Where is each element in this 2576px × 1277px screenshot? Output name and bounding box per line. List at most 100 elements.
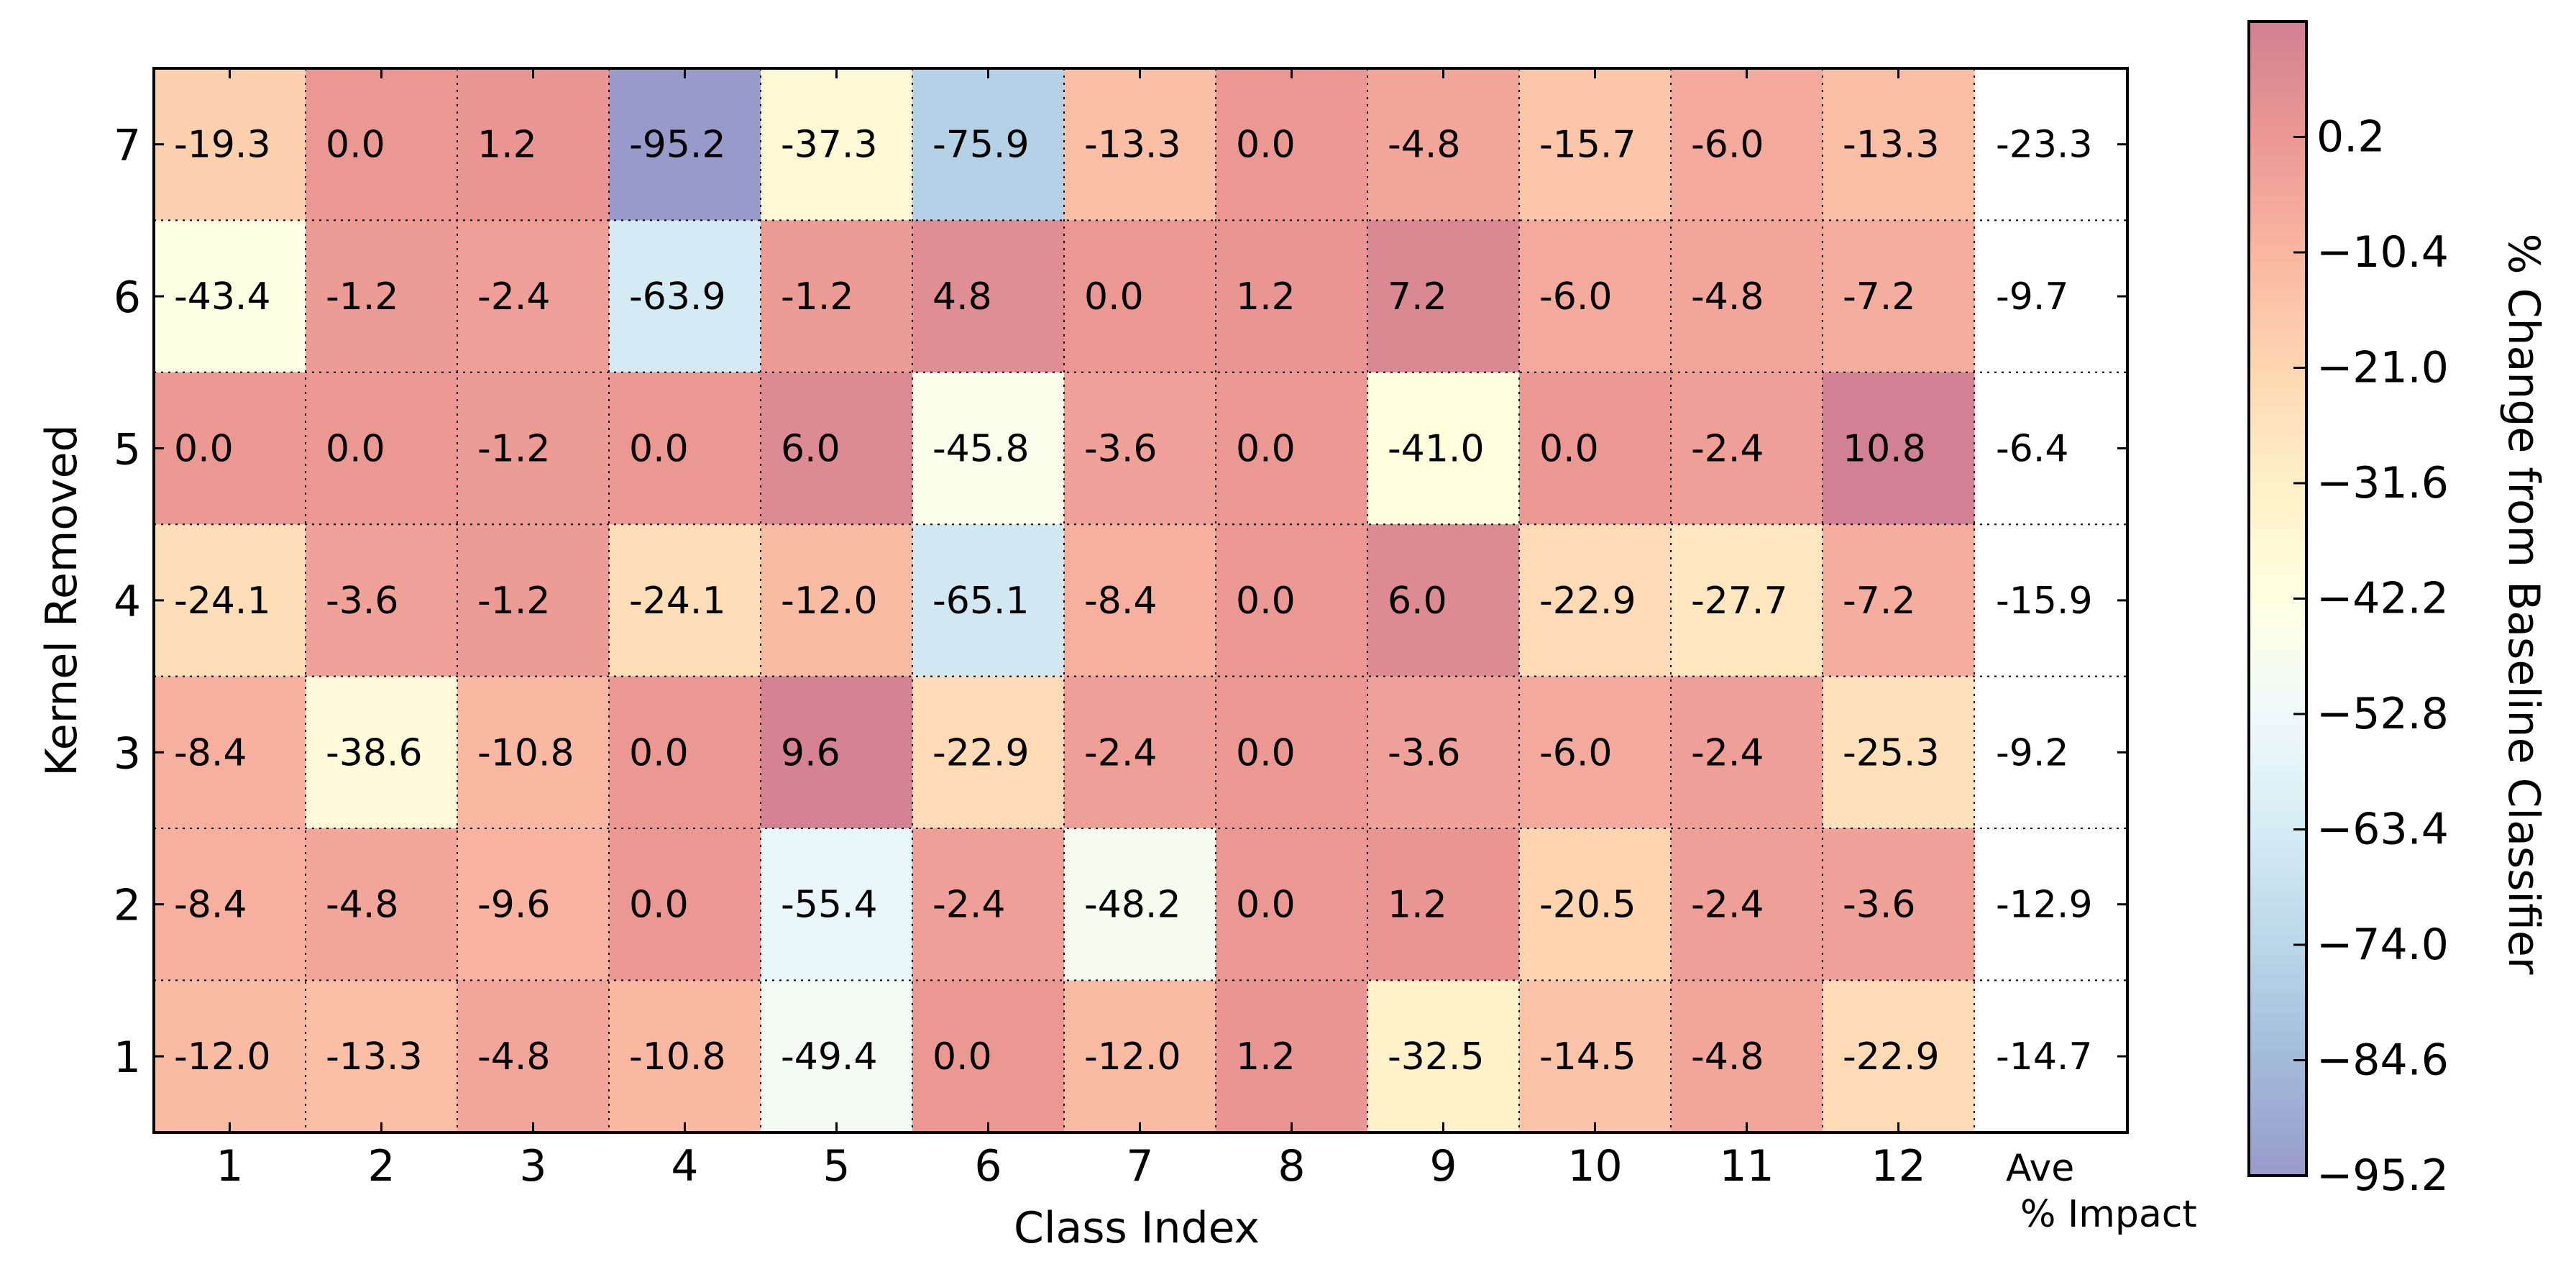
cell-value-label: -4.8 [477, 1035, 550, 1079]
heatmap-cell [912, 220, 1065, 373]
cell-value-label: 1.2 [1236, 1035, 1296, 1079]
cell-value-label: 9.6 [781, 731, 840, 774]
colorbar-band [2249, 127, 2306, 138]
heatmap-cell [1823, 68, 1975, 221]
colorbar-band [2249, 137, 2306, 147]
colorbar-band [2249, 560, 2306, 570]
x-tick-label: 11 [1719, 1141, 1774, 1191]
cell-value-label: -15.7 [1539, 124, 1636, 167]
heatmap-cell [306, 828, 458, 981]
colorbar-band [2249, 300, 2306, 311]
colorbar-band [2249, 925, 2306, 936]
cell-value-label: -3.6 [1084, 428, 1157, 471]
colorbar-band [2249, 204, 2306, 215]
row-average-label: -15.9 [1996, 580, 2093, 623]
heatmap-cell [1216, 828, 1368, 981]
heatmap-cell [1519, 372, 1672, 525]
cell-value-label: -10.8 [477, 731, 574, 774]
colorbar-band [2249, 512, 2306, 523]
cell-value-label: 4.8 [932, 275, 992, 319]
cell-value-label: -4.8 [1691, 1035, 1764, 1079]
colorbar-band [2249, 473, 2306, 484]
heatmap-cell [1367, 524, 1520, 677]
heatmap-cell [609, 828, 761, 981]
heatmap-cell [1671, 68, 1823, 221]
cell-value-label: -37.3 [781, 124, 878, 167]
colorbar-band [2249, 695, 2306, 705]
colorbar-band [2249, 1117, 2306, 1128]
heatmap-cell [457, 220, 610, 373]
heatmap-cell [1064, 68, 1216, 221]
colorbar-band [2249, 99, 2306, 109]
cell-value-label: 0.0 [1236, 731, 1296, 774]
cell-value-label: -6.0 [1539, 731, 1612, 774]
heatmap-cell [1216, 220, 1368, 373]
extra-column-label-impact: % Impact [2020, 1193, 2197, 1236]
y-axis-label: Kernel Removed [37, 424, 87, 776]
cell-value-label: 6.0 [781, 428, 840, 471]
colorbar-band [2249, 377, 2306, 388]
heatmap-cell [306, 68, 458, 221]
heatmap-cell [1367, 372, 1520, 525]
colorbar-band [2249, 761, 2306, 772]
colorbar-band [2249, 675, 2306, 686]
colorbar-band [2249, 531, 2306, 541]
heatmap-cell [1823, 372, 1975, 525]
colorbar-band [2249, 858, 2306, 869]
colorbar-band [2249, 569, 2306, 580]
heatmap-cell [306, 980, 458, 1133]
cell-value-label: 7.2 [1388, 275, 1447, 319]
heatmap-cell [457, 372, 610, 525]
heatmap-cell [1064, 980, 1216, 1133]
colorbar-band [2249, 233, 2306, 244]
cell-value-label: 0.0 [629, 884, 689, 927]
cell-value-label: -7.2 [1843, 275, 1915, 319]
heatmap-cell [1216, 524, 1368, 677]
colorbar-band [2249, 983, 2306, 994]
cell-value-label: -2.4 [1691, 884, 1764, 927]
cell-value-label: -49.4 [781, 1035, 878, 1079]
colorbar-band [2249, 820, 2306, 830]
y-tick-label: 7 [114, 121, 141, 171]
cell-value-label: 0.0 [629, 428, 689, 471]
cell-value-label: 0.0 [1236, 124, 1296, 167]
x-tick-label: 4 [671, 1141, 698, 1191]
cell-value-label: -55.4 [781, 884, 878, 927]
colorbar-band [2249, 1002, 2306, 1013]
cell-value-labels: -19.3 0.0 1.2 -95.2 -37.3 -75.9 -13.3 0.0 -4.8 -1… [174, 124, 1940, 1079]
colorbar-tick-label: −21.0 [2316, 343, 2449, 393]
heatmap-cell [1064, 372, 1216, 525]
heatmap-cell [609, 68, 761, 221]
row-average-labels: -23.3 -9.7 -6.4 -15.9 -9.2 -12.9 -14.7 [1996, 124, 2093, 1079]
cell-value-label: -2.4 [1691, 428, 1764, 471]
heatmap-cell [306, 524, 458, 677]
colorbar-band [2249, 387, 2306, 398]
colorbar-tick-label: −95.2 [2316, 1150, 2449, 1201]
colorbar-band [2249, 223, 2306, 234]
colorbar-band [2249, 416, 2306, 426]
cell-value-label: -1.2 [781, 275, 853, 319]
row-average-label: -12.9 [1996, 884, 2093, 927]
heatmap-cell [1519, 980, 1672, 1133]
colorbar-band [2249, 1069, 2306, 1080]
heatmap-cell [1671, 828, 1823, 981]
colorbar-label: % Change from Baseline Classifier [2498, 234, 2549, 975]
cell-value-label: -2.4 [477, 275, 550, 319]
colorbar-band [2249, 348, 2306, 359]
colorbar-band [2249, 589, 2306, 600]
heatmap-cell [1367, 220, 1520, 373]
heatmap-cells [154, 68, 1975, 1133]
heatmap-cell [1519, 68, 1672, 221]
colorbar-band [2249, 156, 2306, 167]
heatmap-cell [154, 524, 306, 677]
heatmap-cell [761, 980, 913, 1133]
y-tick-label: 2 [114, 881, 141, 931]
cell-value-label: -13.3 [1843, 124, 1940, 167]
colorbar-band [2249, 992, 2306, 1003]
cell-value-label: -41.0 [1388, 428, 1485, 471]
cell-value-label: 0.0 [1236, 428, 1296, 471]
cell-value-label: 0.0 [1539, 428, 1599, 471]
heatmap-cell [1367, 676, 1520, 829]
cell-value-label: -38.6 [326, 731, 423, 774]
colorbar-band [2249, 50, 2306, 61]
